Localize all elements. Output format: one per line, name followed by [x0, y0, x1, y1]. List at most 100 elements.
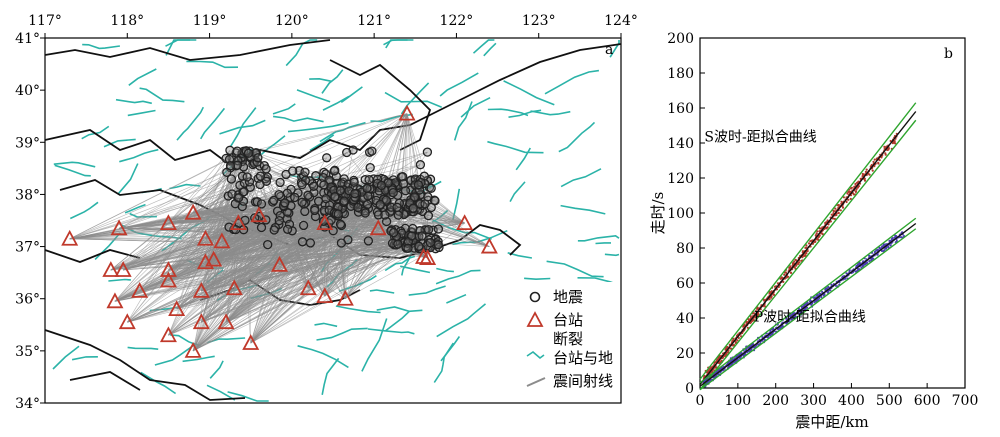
- ray-path: [192, 187, 381, 352]
- data-point: [868, 254, 871, 257]
- ray-path: [225, 236, 418, 323]
- earthquake-marker: [423, 210, 434, 221]
- ray-path: [246, 176, 251, 344]
- data-point: [754, 310, 758, 313]
- station-marker: [316, 287, 334, 304]
- ray-path: [201, 211, 325, 323]
- fault-segment: [609, 40, 620, 58]
- data-point: [873, 158, 876, 161]
- chart-x-tick-label: 200: [762, 393, 789, 409]
- earthquake-marker: [335, 219, 346, 229]
- map-y-ticks: 41° 40° 39° 38° 37° 36° 35° 34°: [15, 31, 45, 412]
- station-marker: [456, 214, 474, 231]
- map-legend: 地震 台站 断裂 台站与地 震间射线: [518, 282, 620, 402]
- data-point: [780, 276, 783, 279]
- earthquake-marker: [226, 174, 237, 184]
- ray-path: [246, 113, 408, 153]
- data-point: [887, 245, 890, 248]
- data-point: [753, 312, 756, 315]
- data-point: [883, 145, 886, 148]
- fault-segment: [230, 107, 257, 147]
- data-point: [861, 265, 865, 268]
- ray-path: [419, 189, 465, 224]
- fault-segment: [165, 39, 197, 47]
- fault-segment: [460, 96, 491, 118]
- earthquake-marker: [423, 192, 433, 202]
- ray-path: [250, 246, 420, 344]
- data-point: [864, 170, 868, 173]
- earthquake-marker: [409, 192, 420, 202]
- ray-path: [69, 157, 233, 240]
- fault-segment: [558, 121, 596, 153]
- data-point: [841, 206, 845, 209]
- fault-segment: [69, 201, 99, 220]
- earthquake-marker: [408, 203, 418, 213]
- fault-segment: [560, 168, 602, 188]
- ray-path: [69, 157, 259, 240]
- data-point: [865, 262, 868, 265]
- data-point: [783, 273, 786, 276]
- map-x-tick-label: 123°: [522, 13, 556, 29]
- map-y-tick-label: 39°: [15, 135, 40, 151]
- data-point: [816, 294, 820, 297]
- data-point: [891, 142, 895, 145]
- data-point: [849, 197, 852, 200]
- ray-path: [114, 222, 330, 302]
- earthquake-marker: [433, 224, 444, 234]
- earthquake-marker: [398, 179, 409, 189]
- fault-segment: [321, 357, 340, 395]
- data-point: [768, 292, 771, 295]
- coastline-segment: [44, 43, 622, 167]
- data-point: [777, 328, 780, 331]
- ray-path: [168, 221, 325, 271]
- earthquake-marker: [380, 210, 390, 220]
- data-point: [837, 211, 840, 215]
- station-marker: [118, 313, 136, 330]
- earthquake-marker: [253, 153, 263, 163]
- data-point: [785, 276, 788, 279]
- station-marker: [225, 279, 243, 296]
- earthquake-marker: [350, 188, 360, 199]
- data-point: [754, 316, 757, 319]
- fault-segment: [319, 121, 366, 143]
- earthquake-marker: [269, 195, 279, 206]
- data-point: [854, 190, 858, 193]
- map-y-tick-label: 40°: [15, 83, 40, 99]
- earthquake-marker: [417, 231, 427, 241]
- ray-path: [110, 152, 370, 271]
- fault-segment: [604, 253, 620, 257]
- data-point: [815, 232, 818, 235]
- data-point: [868, 260, 871, 263]
- fault-segment: [436, 267, 454, 273]
- fault-segment: [487, 140, 544, 154]
- station-marker: [192, 313, 210, 330]
- map-panel-label: a: [605, 42, 613, 58]
- earthquake-marker: [389, 227, 399, 238]
- fault-segment: [487, 108, 529, 117]
- station-marker: [184, 341, 202, 358]
- chart-x-tick-label: 700: [952, 393, 979, 409]
- station-markers: [61, 104, 498, 358]
- station-marker: [106, 292, 124, 309]
- earthquake-marker: [242, 172, 252, 182]
- station-marker: [114, 261, 132, 277]
- data-point: [845, 200, 848, 204]
- chart-y-tick-label: 40: [676, 311, 694, 327]
- station-marker: [229, 214, 247, 231]
- coastline-segment: [44, 39, 331, 61]
- chart-x-tick-label: 100: [724, 393, 751, 409]
- data-point: [731, 340, 734, 343]
- earthquake-marker: [311, 171, 321, 181]
- fault-segment: [338, 275, 377, 292]
- earthquake-marker: [336, 238, 347, 248]
- fault-segment: [127, 109, 156, 117]
- fault-segment: [546, 260, 604, 278]
- fault-segment: [384, 255, 416, 272]
- earthquake-marker: [408, 223, 418, 234]
- earthquake-marker: [375, 199, 385, 210]
- map-y-tick-label: 35°: [15, 344, 40, 360]
- chart-y-tick-label: 60: [676, 276, 694, 292]
- map-x-tick-label: 118°: [110, 13, 144, 29]
- earthquake-marker: [426, 183, 436, 193]
- legend-quake-ray-label: 震间射线: [553, 372, 613, 390]
